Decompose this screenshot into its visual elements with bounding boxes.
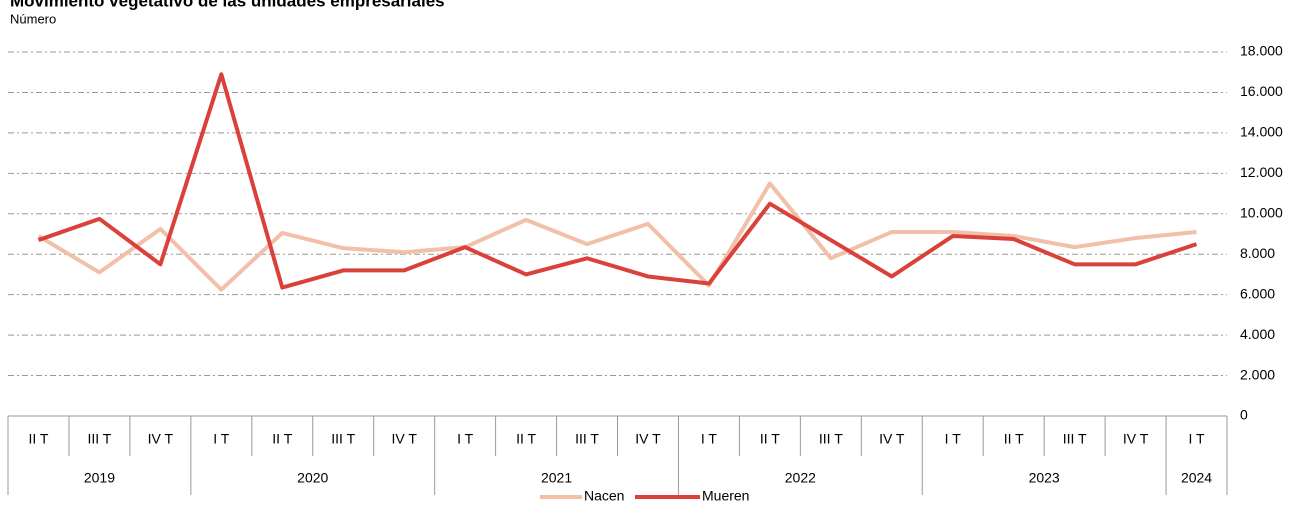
x-tick-label: IV T xyxy=(1123,431,1149,447)
y-tick-label: 6.000 xyxy=(1240,285,1275,301)
x-tick-label: I T xyxy=(1188,431,1205,447)
year-label: 2024 xyxy=(1181,470,1212,486)
x-tick-label: III T xyxy=(87,431,111,447)
y-tick-label: 16.000 xyxy=(1240,83,1283,99)
x-tick-label: I T xyxy=(945,431,962,447)
chart-subtitle: Número xyxy=(10,11,56,26)
legend-label: Mueren xyxy=(702,488,749,504)
year-label: 2022 xyxy=(785,470,816,486)
x-tick-label: II T xyxy=(28,431,48,447)
y-tick-label: 18.000 xyxy=(1240,43,1283,59)
x-tick-label: II T xyxy=(1004,431,1024,447)
y-tick-label: 0 xyxy=(1240,407,1248,423)
y-tick-label: 4.000 xyxy=(1240,326,1275,342)
x-tick-label: IV T xyxy=(148,431,174,447)
x-tick-label: I T xyxy=(701,431,718,447)
series-line xyxy=(37,72,1198,290)
x-tick-label: III T xyxy=(331,431,355,447)
x-tick-label: III T xyxy=(819,431,843,447)
x-tick-label: III T xyxy=(1063,431,1087,447)
x-tick-label: III T xyxy=(575,431,599,447)
y-tick-label: 2.000 xyxy=(1240,366,1275,382)
x-tick-label: II T xyxy=(760,431,780,447)
x-tick-label: II T xyxy=(516,431,536,447)
x-tick-label: II T xyxy=(272,431,292,447)
series-line xyxy=(37,181,1197,292)
legend-label: Nacen xyxy=(584,488,624,504)
y-tick-label: 12.000 xyxy=(1240,164,1283,180)
y-tick-label: 8.000 xyxy=(1240,245,1275,261)
x-tick-label: I T xyxy=(213,431,230,447)
year-label: 2019 xyxy=(84,470,115,486)
x-tick-label: IV T xyxy=(391,431,417,447)
chart-title: Movimiento vegetativo de las unidades em… xyxy=(10,0,445,10)
y-tick-label: 10.000 xyxy=(1240,204,1283,220)
x-tick-label: IV T xyxy=(879,431,905,447)
x-tick-label: I T xyxy=(457,431,474,447)
x-tick-label: IV T xyxy=(635,431,661,447)
y-tick-label: 14.000 xyxy=(1240,124,1283,140)
year-label: 2020 xyxy=(297,470,328,486)
year-label: 2023 xyxy=(1029,470,1060,486)
year-label: 2021 xyxy=(541,470,572,486)
